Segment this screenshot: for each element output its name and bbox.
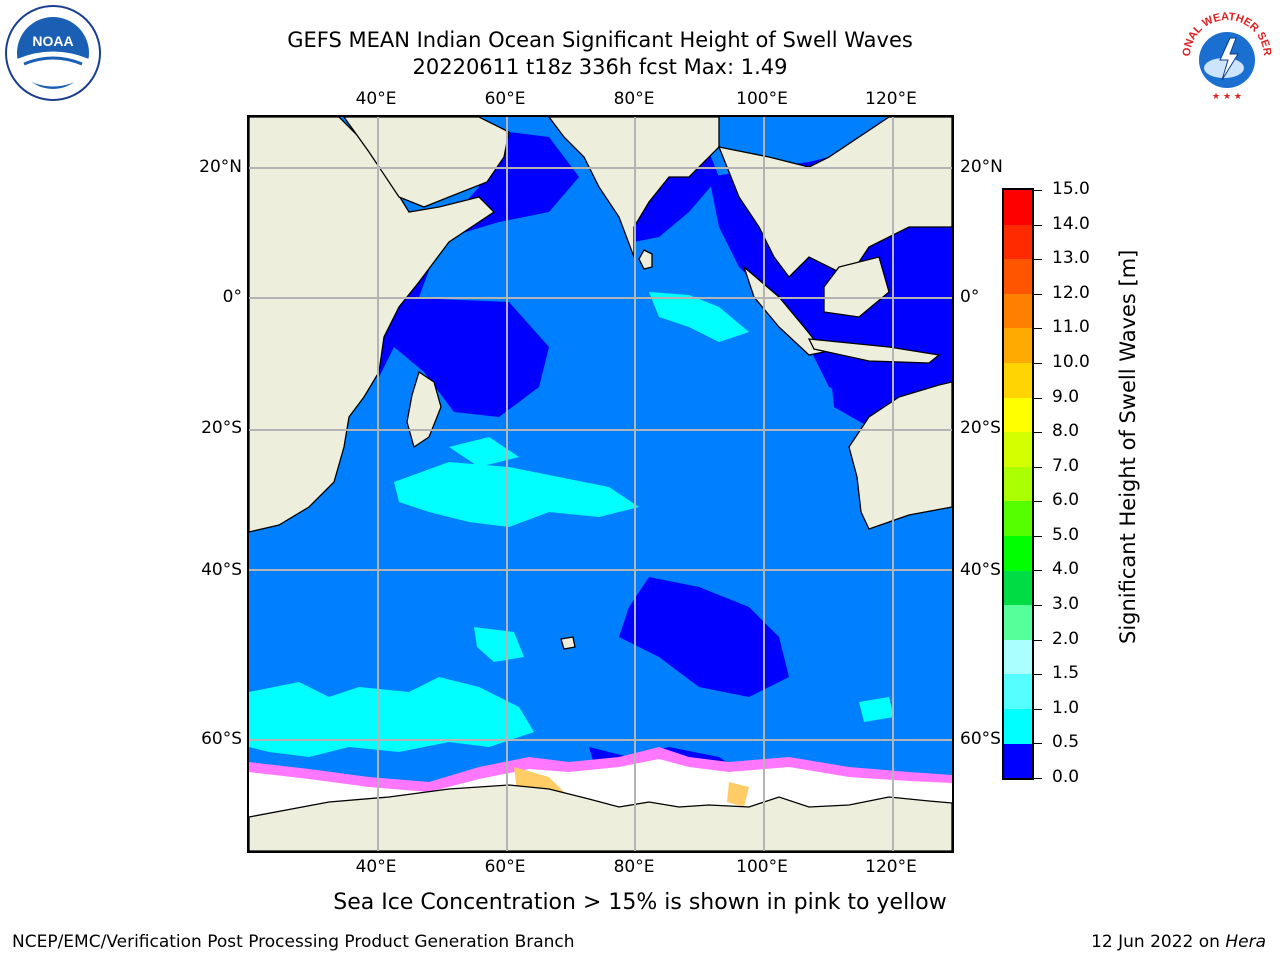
- colorbar-tick-label: 2.0: [1052, 628, 1080, 649]
- colorbar-tick-label: 0.5: [1052, 732, 1080, 753]
- colorbar-tick-label: 4.0: [1052, 559, 1080, 580]
- noaa-logo: NOAA: [4, 4, 102, 102]
- colorbar-tick-label: 8.0: [1052, 421, 1080, 442]
- svg-text:★ ★ ★: ★ ★ ★: [1212, 92, 1242, 102]
- colorbar-segment: [1004, 466, 1032, 502]
- colorbar: [1002, 188, 1034, 780]
- colorbar-tick-label: 10.0: [1052, 351, 1090, 372]
- colorbar-tick-mark: [1034, 778, 1042, 779]
- colorbar-segment: [1004, 743, 1032, 779]
- colorbar-segment: [1004, 397, 1032, 433]
- map-panel: [247, 115, 954, 853]
- lon-label-top-40e: 40°E: [355, 89, 397, 109]
- colorbar-segment: [1004, 605, 1032, 640]
- lat-label-left-60s: 60°S: [201, 729, 242, 749]
- colorbar-tick-label: 13.0: [1052, 248, 1090, 269]
- lon-label-bottom-120e: 120°E: [865, 857, 917, 877]
- lon-label-top-80e: 80°E: [613, 89, 655, 109]
- sea-ice-caption: Sea Ice Concentration > 15% is shown in …: [333, 890, 947, 915]
- lat-label-right-20n: 20°N: [960, 157, 1003, 177]
- colorbar-tick-label: 14.0: [1052, 213, 1090, 234]
- colorbar-segment: [1004, 328, 1032, 363]
- colorbar-segment: [1004, 259, 1032, 294]
- footer-credit: NCEP/EMC/Verification Post Processing Pr…: [12, 932, 575, 952]
- map-canvas: [249, 117, 952, 851]
- footer-date: 12 Jun 2022 on Hera: [1091, 932, 1266, 952]
- chart-title: GEFS MEAN Indian Ocean Significant Heigh…: [287, 28, 913, 52]
- colorbar-tick-mark: [1034, 432, 1042, 434]
- colorbar-tick-mark: [1034, 259, 1042, 261]
- colorbar-tick-label: 3.0: [1052, 594, 1080, 615]
- graticule: [249, 117, 952, 851]
- lon-label-top-100e: 100°E: [736, 89, 788, 109]
- colorbar-tick-mark: [1034, 708, 1042, 710]
- lat-label-right-20s: 20°S: [960, 418, 1001, 438]
- colorbar-tick-label: 11.0: [1052, 317, 1090, 338]
- colorbar-segment: [1004, 432, 1032, 467]
- colorbar-tick-mark: [1034, 362, 1042, 364]
- colorbar-tick-label: 15.0: [1052, 179, 1090, 199]
- footer-host: Hera: [1225, 932, 1266, 952]
- colorbar-tick-mark: [1034, 397, 1042, 399]
- colorbar-tick-mark: [1034, 535, 1042, 537]
- colorbar-segment: [1004, 708, 1032, 744]
- colorbar-tick-mark: [1034, 224, 1042, 226]
- colorbar-segment: [1004, 224, 1032, 260]
- colorbar-tick-mark: [1034, 328, 1042, 330]
- colorbar-tick-label: 1.0: [1052, 697, 1080, 718]
- colorbar-tick-label: 12.0: [1052, 282, 1090, 303]
- colorbar-segment: [1004, 639, 1032, 675]
- colorbar-segment: [1004, 535, 1032, 571]
- lat-label-left-0: 0°: [222, 287, 242, 307]
- nws-logo: NATIONAL WEATHER SERVICE ★ ★ ★: [1174, 0, 1276, 106]
- footer-date-text: 12 Jun 2022 on: [1091, 932, 1226, 952]
- colorbar-tick-label: 1.5: [1052, 663, 1080, 684]
- colorbar-segment: [1004, 293, 1032, 329]
- colorbar-segment: [1004, 190, 1032, 225]
- high-swell-regions: [249, 292, 894, 757]
- colorbar-tick-label: 9.0: [1052, 386, 1080, 407]
- lat-label-right-0: 0°: [960, 287, 980, 307]
- lat-label-left-40s: 40°S: [201, 560, 242, 580]
- lon-label-bottom-60e: 60°E: [484, 857, 526, 877]
- lat-label-right-60s: 60°S: [960, 729, 1001, 749]
- colorbar-tick-mark: [1034, 190, 1042, 191]
- colorbar-tick-mark: [1034, 501, 1042, 503]
- lon-label-bottom-40e: 40°E: [355, 857, 397, 877]
- colorbar-tick-mark: [1034, 605, 1042, 607]
- colorbar-tick-mark: [1034, 639, 1042, 641]
- colorbar-segment: [1004, 674, 1032, 709]
- noaa-logo-text: NOAA: [32, 33, 73, 49]
- colorbar-tick-mark: [1034, 743, 1042, 745]
- colorbar-tick-mark: [1034, 293, 1042, 295]
- colorbar-tick-label: 0.0: [1052, 767, 1080, 787]
- lon-label-top-120e: 120°E: [865, 89, 917, 109]
- lon-label-bottom-100e: 100°E: [736, 857, 788, 877]
- colorbar-tick-label: 6.0: [1052, 490, 1080, 511]
- colorbar-segment: [1004, 570, 1032, 606]
- lat-label-left-20s: 20°S: [201, 418, 242, 438]
- colorbar-tick-mark: [1034, 466, 1042, 468]
- chart-subtitle: 20220611 t18z 336h fcst Max: 1.49: [412, 55, 788, 79]
- colorbar-tick-label: 5.0: [1052, 524, 1080, 545]
- colorbar-tick-mark: [1034, 570, 1042, 572]
- lon-label-bottom-80e: 80°E: [613, 857, 655, 877]
- colorbar-tick-label: 7.0: [1052, 455, 1080, 476]
- colorbar-segment: [1004, 501, 1032, 536]
- lon-label-top-60e: 60°E: [484, 89, 526, 109]
- lat-label-left-20n: 20°N: [199, 157, 242, 177]
- colorbar-tick-mark: [1034, 674, 1042, 676]
- colorbar-segment: [1004, 362, 1032, 398]
- lat-label-right-40s: 40°S: [960, 560, 1001, 580]
